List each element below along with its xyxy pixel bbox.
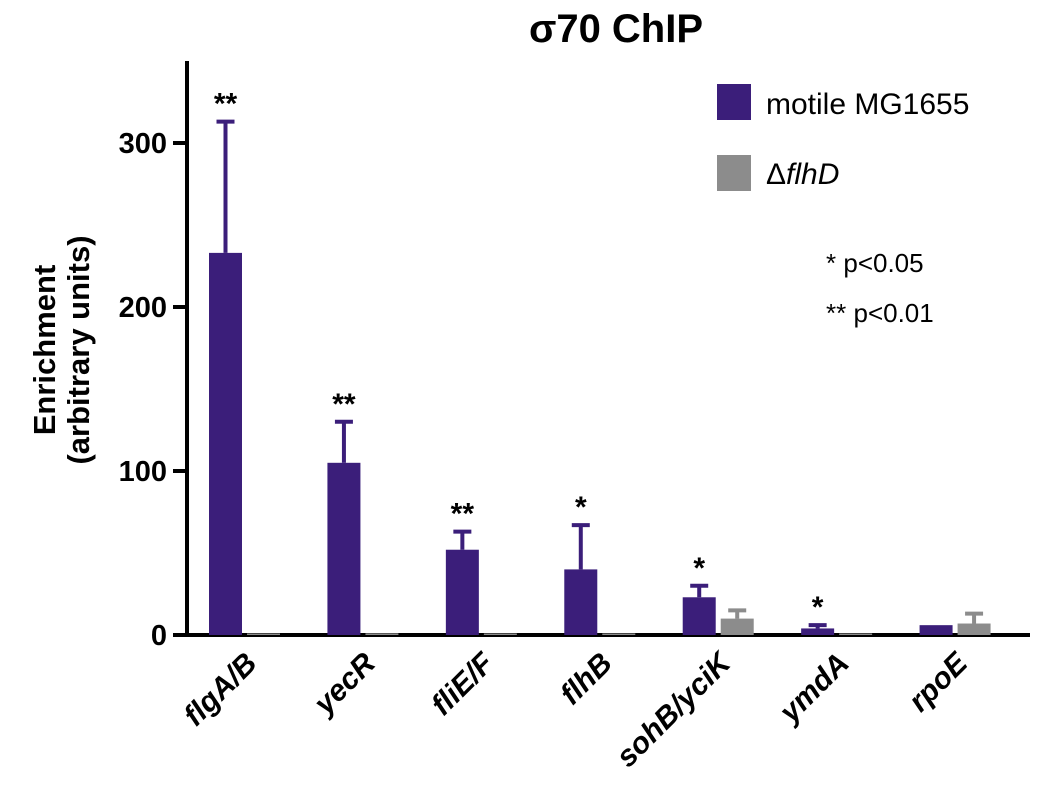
significance-notes: * p<0.05 ** p<0.01 [826,248,934,328]
bar-motile [327,462,361,635]
legend-label-flhd-prefix: Δ [766,158,786,191]
legend-swatch-flhd [717,155,751,191]
bar-flhd [839,633,873,635]
significance-marker: ** [332,388,356,421]
legend-label-flhd: ΔflhD [766,158,839,191]
legend: motile MG1655 ΔflhD [717,84,969,191]
y-tick-label: 300 [119,128,167,160]
y-axis-label-line-2: (arbitrary units) [61,235,96,464]
x-tick-label: flgA/B [178,647,264,733]
y-tick-label: 0 [151,620,167,652]
significance-marker: * [693,552,705,585]
y-axis-label-line-1: Enrichment [27,265,62,436]
legend-swatch-motile [717,84,751,120]
chart-title: σ70 ChIP [529,7,703,51]
x-tick-label: flhB [554,647,619,712]
bar-flhd [483,633,517,635]
note-1: * p<0.05 [826,248,924,278]
note-2: ** p<0.01 [826,298,934,328]
bar-motile [919,625,953,635]
note-2-text: p<0.01 [853,298,933,328]
x-tick-label: fliE/F [425,646,501,722]
bar-motile [209,252,242,635]
note-1-text: p<0.05 [843,248,923,278]
bar-motile [564,569,598,635]
bar-motile [801,628,835,635]
plot-area: 0100200300**flgA/B**yecR**fliE/F*flhB*so… [119,61,1030,774]
x-tick-label: sohB/yciK [610,645,739,774]
legend-label-motile: motile MG1655 [766,88,969,121]
note-1-stars: * [826,248,836,278]
bar-flhd [720,618,754,635]
significance-marker: * [812,591,824,624]
y-tick-label: 100 [119,456,167,488]
significance-marker: * [575,491,587,524]
x-tick-label: ymdA [772,647,856,731]
y-tick-label: 200 [119,292,167,324]
y-axis-label: Enrichment (arbitrary units) [27,235,96,464]
legend-label-flhd-italic: flhD [786,158,839,191]
note-2-stars: ** [826,298,846,328]
bar-motile [682,597,716,635]
significance-marker: ** [214,88,238,121]
bar-flhd [957,623,991,635]
x-tick-label: rpoE [902,646,974,718]
x-tick-label: yecR [306,646,382,722]
bar-motile [445,549,479,635]
bar-flhd [602,633,636,635]
bar-flhd [365,633,399,635]
bar-flhd [247,633,280,635]
significance-marker: ** [451,498,475,531]
